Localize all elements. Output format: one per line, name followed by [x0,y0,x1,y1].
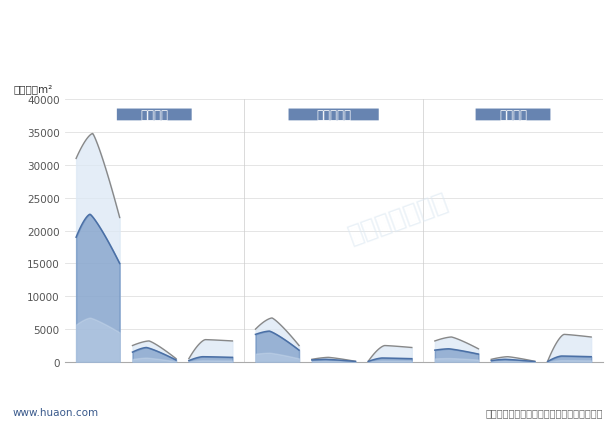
Text: 华经情报网: 华经情报网 [28,16,65,29]
Text: 竣工面积: 竣工面积 [499,109,527,122]
Bar [17,7,22,38]
FancyBboxPatch shape [288,109,379,121]
FancyBboxPatch shape [475,109,550,121]
Text: 单位：万m²: 单位：万m² [14,84,53,95]
Text: 2016-2024年1-11月福建省房地产施工面积情况: 2016-2024年1-11月福建省房地产施工面积情况 [161,57,454,75]
Text: 数据来源：国家统计局，华经产业研究院整理: 数据来源：国家统计局，华经产业研究院整理 [485,407,603,417]
FancyBboxPatch shape [117,109,192,121]
Text: 专业严谨●客观科学: 专业严谨●客观科学 [540,17,603,27]
Text: 华经产业研究院: 华经产业研究院 [345,189,451,247]
Bar [9,7,14,38]
Text: 新开工面积: 新开工面积 [316,109,351,122]
Text: 施工面积: 施工面积 [140,109,169,122]
Text: www.huaon.com: www.huaon.com [12,407,98,417]
